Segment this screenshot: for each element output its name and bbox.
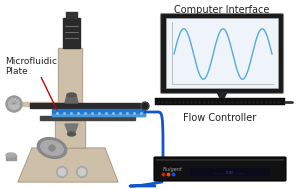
Polygon shape <box>30 103 140 108</box>
Text: Fluigent: Fluigent <box>163 167 183 171</box>
Polygon shape <box>14 102 58 106</box>
Circle shape <box>8 98 20 109</box>
Text: Computer Interface: Computer Interface <box>174 5 270 15</box>
Circle shape <box>58 169 65 176</box>
FancyBboxPatch shape <box>160 13 284 94</box>
Polygon shape <box>63 18 80 48</box>
Circle shape <box>56 167 68 177</box>
Polygon shape <box>6 155 16 160</box>
FancyBboxPatch shape <box>154 157 286 181</box>
Polygon shape <box>18 148 118 182</box>
Polygon shape <box>66 12 77 18</box>
Bar <box>155 98 285 105</box>
Circle shape <box>76 167 88 177</box>
Polygon shape <box>55 108 85 148</box>
Polygon shape <box>65 124 78 132</box>
Circle shape <box>142 104 148 108</box>
Polygon shape <box>217 92 227 98</box>
Bar <box>166 18 278 88</box>
Circle shape <box>141 102 149 110</box>
Circle shape <box>79 169 86 176</box>
Ellipse shape <box>67 93 76 97</box>
Circle shape <box>6 96 22 112</box>
Ellipse shape <box>6 153 16 157</box>
Ellipse shape <box>37 138 67 158</box>
Text: Microfluidic: Microfluidic <box>5 57 57 67</box>
Polygon shape <box>52 114 145 116</box>
Ellipse shape <box>41 141 63 155</box>
Polygon shape <box>65 95 78 103</box>
Text: - - - -  0.00  - - - -: - - - - 0.00 - - - - <box>215 170 244 174</box>
Text: Flow Controller: Flow Controller <box>183 113 256 123</box>
Circle shape <box>49 145 55 151</box>
Ellipse shape <box>68 132 76 136</box>
Polygon shape <box>58 48 82 108</box>
Polygon shape <box>40 116 135 120</box>
Text: Plate: Plate <box>5 67 28 77</box>
Polygon shape <box>52 109 145 116</box>
Bar <box>190 168 270 177</box>
Bar <box>156 159 284 161</box>
